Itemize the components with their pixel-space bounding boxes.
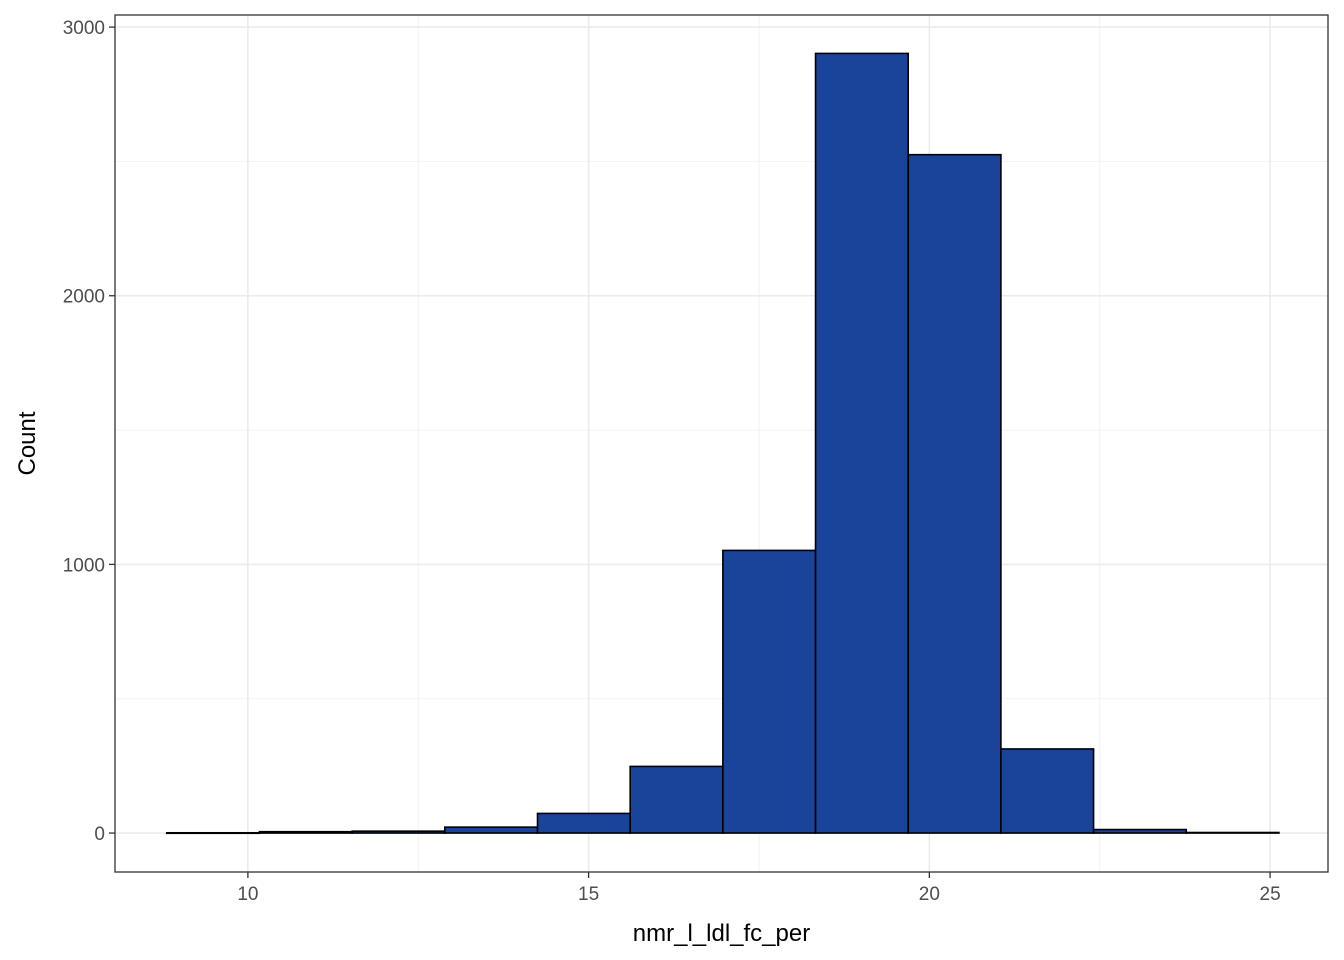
bars: [165, 52, 1280, 835]
histogram-bar: [351, 830, 446, 834]
histogram-bar: [536, 812, 631, 834]
histogram-bar: [258, 830, 353, 834]
y-tick-label: 1000: [63, 555, 105, 576]
y-tick-label: 2000: [63, 287, 105, 308]
histogram-bar: [814, 52, 910, 834]
x-axis-title: nmr_l_ldl_fc_per: [633, 920, 810, 947]
x-tick-label: 15: [578, 884, 599, 905]
histogram-bar: [907, 153, 1002, 834]
histogram-bar: [722, 549, 817, 834]
x-tick-label: 20: [919, 884, 940, 905]
x-tick-label: 25: [1260, 884, 1281, 905]
histogram-bar: [629, 765, 724, 834]
y-tick-label: 3000: [63, 18, 105, 39]
plot-background: [115, 15, 1328, 872]
y-axis: 0 1000 2000 3000: [63, 18, 115, 845]
histogram-bar: [444, 826, 539, 834]
histogram-bar: [1092, 828, 1188, 834]
histogram-bar: [1000, 748, 1095, 834]
histogram-bar: [1185, 831, 1280, 834]
y-tick-label: 0: [94, 824, 105, 845]
x-tick-label: 10: [237, 884, 258, 905]
y-axis-title: Count: [14, 411, 41, 475]
x-axis: 10 15 20 25: [237, 872, 1281, 905]
plot-panel-border: [114, 14, 1329, 873]
histogram-bar: [165, 831, 261, 835]
grid-minor: [115, 15, 1328, 872]
